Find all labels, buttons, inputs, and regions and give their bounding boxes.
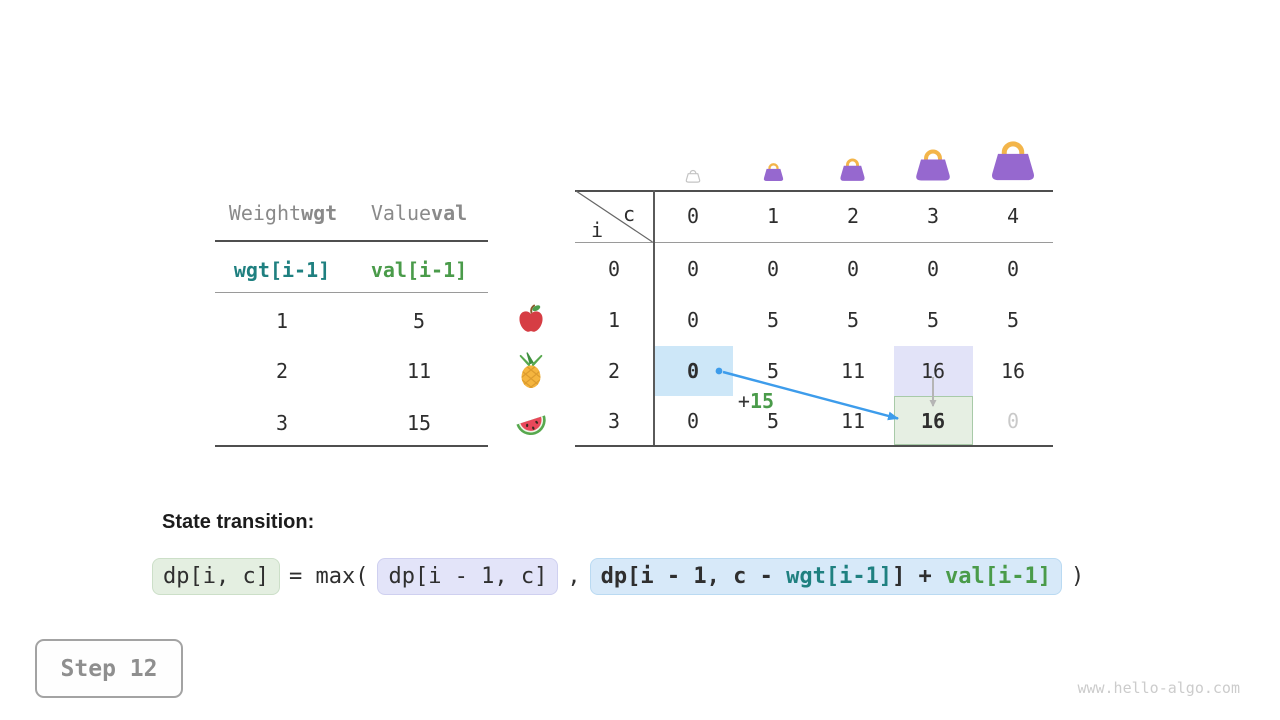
- dp-col-header-1: 1: [766, 204, 780, 228]
- state-transition-label: State transition:: [162, 511, 315, 533]
- dp-cell-r3-c3: 16: [920, 408, 946, 433]
- dp-rule-bottom: [575, 445, 1053, 447]
- formula-separator: ,: [567, 564, 581, 589]
- dp-cell-r2-c3: 16: [920, 358, 946, 383]
- watermelon-icon: [516, 415, 546, 436]
- items-cell-r0-c1: 5: [412, 309, 426, 333]
- formula-close-paren: ): [1071, 564, 1085, 589]
- dp-corner-i-label: i: [590, 218, 604, 242]
- items-table-rule-bottom: [215, 445, 488, 447]
- dp-col-header-2: 2: [846, 204, 860, 228]
- items-formula-value: val[i-1]: [370, 258, 468, 282]
- items-header-value: Value val: [344, 198, 494, 228]
- dp-rule-top: [575, 190, 1053, 192]
- dp-cell-r2-c0: 0: [686, 358, 700, 383]
- transition-gain-label: +15: [726, 389, 786, 413]
- formula-operator: = max(: [288, 564, 369, 589]
- state-transition-formula: dp[i, c] = max( dp[i - 1, c] , dp[i - 1,…: [152, 558, 1084, 595]
- dp-cell-r1-c0: 0: [686, 308, 700, 333]
- weight-header-plain: Weight: [228, 201, 302, 225]
- dp-cell-r0-c2: 0: [846, 257, 860, 281]
- dp-corner-c-label: c: [622, 202, 636, 226]
- handbag-icon: [840, 158, 865, 181]
- weight-header-code: wgt: [301, 201, 338, 225]
- dp-cell-r3-c0: 0: [686, 408, 700, 433]
- arg2-val: val[i-1]: [945, 564, 1052, 589]
- dp-row-header-2: 2: [607, 358, 621, 383]
- items-cell-r1-c1: 11: [406, 359, 432, 383]
- dp-cell-r1-c3: 5: [926, 308, 940, 333]
- gain-value: 15: [749, 389, 775, 413]
- dp-col-header-4: 4: [1006, 204, 1020, 228]
- dp-cell-r0-c1: 0: [766, 257, 780, 281]
- items-table-rule-mid: [215, 292, 488, 293]
- dp-cell-r3-c4: 0: [1006, 408, 1020, 433]
- dp-cell-r0-c0: 0: [686, 257, 700, 281]
- items-header-weight: Weight wgt: [202, 198, 364, 228]
- handbag-icon: [916, 149, 950, 181]
- dp-col-header-0: 0: [686, 204, 700, 228]
- apple-icon: [519, 304, 543, 332]
- dp-cell-r3-c2: 11: [840, 408, 866, 433]
- formula-lhs-box: dp[i, c]: [152, 558, 280, 595]
- empty-bag-icon: [685, 169, 701, 183]
- dp-rule-header: [575, 242, 1053, 243]
- items-cell-r0-c0: 1: [275, 309, 289, 333]
- step-badge: Step 12: [35, 639, 183, 698]
- arg2-pre: dp[i - 1, c -: [600, 564, 787, 589]
- dp-cell-r2-c4: 16: [1000, 358, 1026, 383]
- value-header-code: val: [431, 201, 468, 225]
- items-cell-r2-c0: 3: [275, 411, 289, 435]
- plus-sign: +: [737, 389, 750, 413]
- handbag-icon: [763, 163, 784, 181]
- watermark-url: www.hello-algo.com: [1077, 679, 1240, 697]
- formula-arg1-box: dp[i - 1, c]: [377, 558, 559, 595]
- handbag-icon: [992, 141, 1034, 181]
- pineapple-icon: [519, 352, 543, 388]
- dp-cell-r0-c3: 0: [926, 257, 940, 281]
- arg2-mid: ] +: [892, 564, 946, 589]
- dp-cell-r1-c2: 5: [846, 308, 860, 333]
- formula-arg2-box: dp[i - 1, c - wgt[i-1]] + val[i-1]: [589, 558, 1063, 595]
- items-table-rule-top: [215, 240, 488, 242]
- items-cell-r1-c0: 2: [275, 359, 289, 383]
- dp-rule-vertical: [653, 190, 655, 446]
- dp-row-header-0: 0: [607, 257, 621, 281]
- value-header-plain: Value: [370, 201, 432, 225]
- dp-row-header-1: 1: [607, 308, 621, 333]
- dp-col-header-3: 3: [926, 204, 940, 228]
- dp-row-header-3: 3: [607, 408, 621, 433]
- items-cell-r2-c1: 15: [406, 411, 432, 435]
- dp-cell-r1-c1: 5: [766, 308, 780, 333]
- arg2-wgt: wgt[i-1]: [786, 564, 893, 589]
- dp-cell-r1-c4: 5: [1006, 308, 1020, 333]
- dp-cell-r2-c2: 11: [840, 358, 866, 383]
- dp-cell-r0-c4: 0: [1006, 257, 1020, 281]
- items-formula-weight: wgt[i-1]: [233, 258, 331, 282]
